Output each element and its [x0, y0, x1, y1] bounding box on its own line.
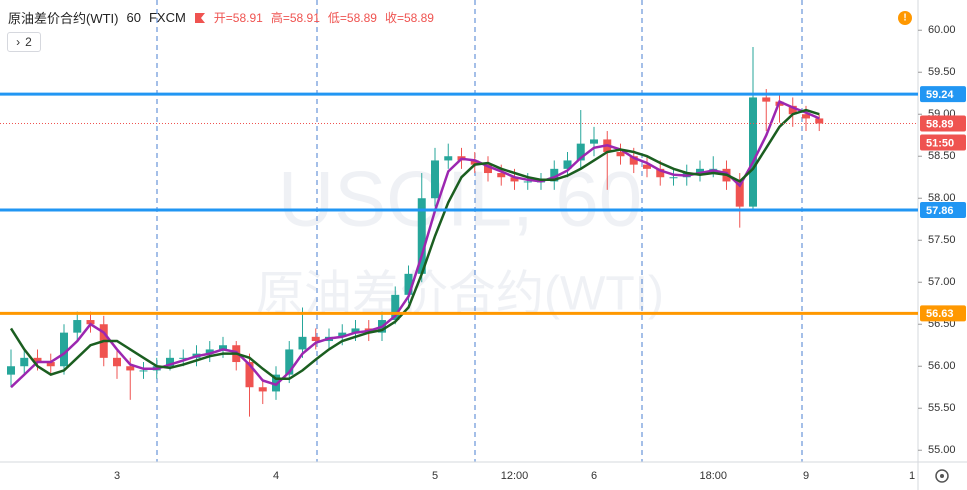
candle-body [298, 336, 307, 350]
candle-body [219, 345, 227, 350]
candle-body [126, 366, 135, 371]
candle-body [802, 114, 810, 119]
candle-body [762, 97, 771, 102]
candle-body [205, 349, 214, 354]
countdown-label: 51:50 [926, 137, 954, 149]
x-tick-label: 3 [114, 470, 120, 482]
candle-body [590, 139, 598, 144]
candle-body [523, 181, 532, 183]
ohlc-open: 开=58.91 [213, 11, 263, 25]
moving-average [10, 99, 820, 389]
flag [194, 12, 205, 23]
alert-mark: ! [903, 13, 906, 24]
candle-body [510, 177, 519, 182]
candle-body [788, 105, 797, 115]
candle-body [431, 160, 439, 199]
indicators-toggle[interactable]: › 2 [7, 32, 41, 52]
candle-body [696, 168, 704, 174]
candle-body [484, 164, 492, 174]
candle-body [46, 362, 55, 367]
legend-header: 原油差价合约(WTI) 60 FXCM 开=58.91 高=58.91 低=58… [8, 8, 434, 27]
y-tick-label: 55.00 [928, 444, 956, 456]
settings-icon[interactable] [935, 469, 949, 483]
candle-body [86, 320, 95, 325]
candle-body [391, 294, 400, 321]
candle-body [444, 156, 453, 161]
ohlc-high: 高=58.91 [270, 11, 320, 25]
y-tick-label: 57.00 [928, 276, 956, 288]
candle-body [338, 332, 347, 337]
candle-body [417, 198, 426, 274]
candle-body [735, 181, 744, 207]
candle-body [404, 273, 413, 295]
candle-body [749, 97, 757, 207]
candle-body [815, 118, 824, 124]
candle-body [166, 357, 174, 367]
y-tick-label: 55.50 [928, 402, 956, 414]
candle-body [33, 357, 42, 363]
session-separators [156, 0, 803, 462]
last-price-box [920, 115, 966, 132]
x-tick-label: 4 [273, 470, 279, 482]
x-tick-label: 18:00 [699, 470, 727, 482]
y-tick-label: 58.50 [928, 150, 956, 162]
y-tick-label: 60.00 [928, 24, 956, 36]
candle-body [629, 156, 638, 165]
last-price-label: 58.89 [926, 118, 954, 130]
symbol: 原油差价合约(WTI) [8, 11, 119, 26]
level-label: 56.63 [926, 308, 954, 320]
y-tick-label: 57.50 [928, 234, 956, 246]
candle-body [311, 336, 320, 342]
x-tick-label: 12:00 [501, 470, 529, 482]
candle-body [179, 357, 188, 359]
candle-body [470, 160, 479, 165]
level-box [920, 202, 966, 218]
interval: 60 [126, 10, 141, 25]
x-tick-label: 5 [432, 470, 438, 482]
ohlc-low: 低=58.89 [327, 11, 377, 25]
level-label: 59.24 [926, 89, 954, 101]
y-tick-label: 58.00 [928, 192, 956, 204]
candle-body [139, 370, 148, 372]
x-tick-label: 1 [909, 470, 915, 482]
candle-body [351, 328, 360, 333]
moving-average [9, 108, 820, 381]
level-box [920, 305, 966, 322]
candle-body [20, 357, 29, 367]
source: FXCM [148, 10, 186, 25]
candle-body [7, 366, 15, 375]
indicator-count: 2 [25, 35, 32, 49]
candle-body [550, 168, 559, 182]
watermark-symbol: USOIL, 60 [278, 155, 642, 243]
candle-body [60, 332, 68, 367]
level-box [920, 86, 966, 103]
candle-body [563, 160, 572, 169]
candle-body [616, 152, 625, 157]
alert-icon[interactable] [898, 11, 912, 25]
candle-body [285, 349, 294, 375]
ohlc-close: 收=58.89 [384, 11, 434, 25]
candle-body [497, 173, 506, 178]
y-tick-label: 56.00 [928, 360, 956, 372]
candle-body [245, 362, 254, 388]
y-tick-label: 59.50 [928, 66, 956, 78]
level-label: 57.86 [926, 205, 954, 217]
candle-body [73, 320, 82, 333]
countdown-box [920, 134, 966, 151]
x-tick-label: 9 [803, 470, 809, 482]
candle-body [576, 143, 585, 161]
candle-body [113, 357, 121, 367]
candle-body [669, 177, 678, 179]
candle-body [258, 387, 267, 392]
candle-body [656, 168, 665, 178]
candle-body [643, 164, 651, 169]
x-tick-label: 6 [591, 470, 597, 482]
